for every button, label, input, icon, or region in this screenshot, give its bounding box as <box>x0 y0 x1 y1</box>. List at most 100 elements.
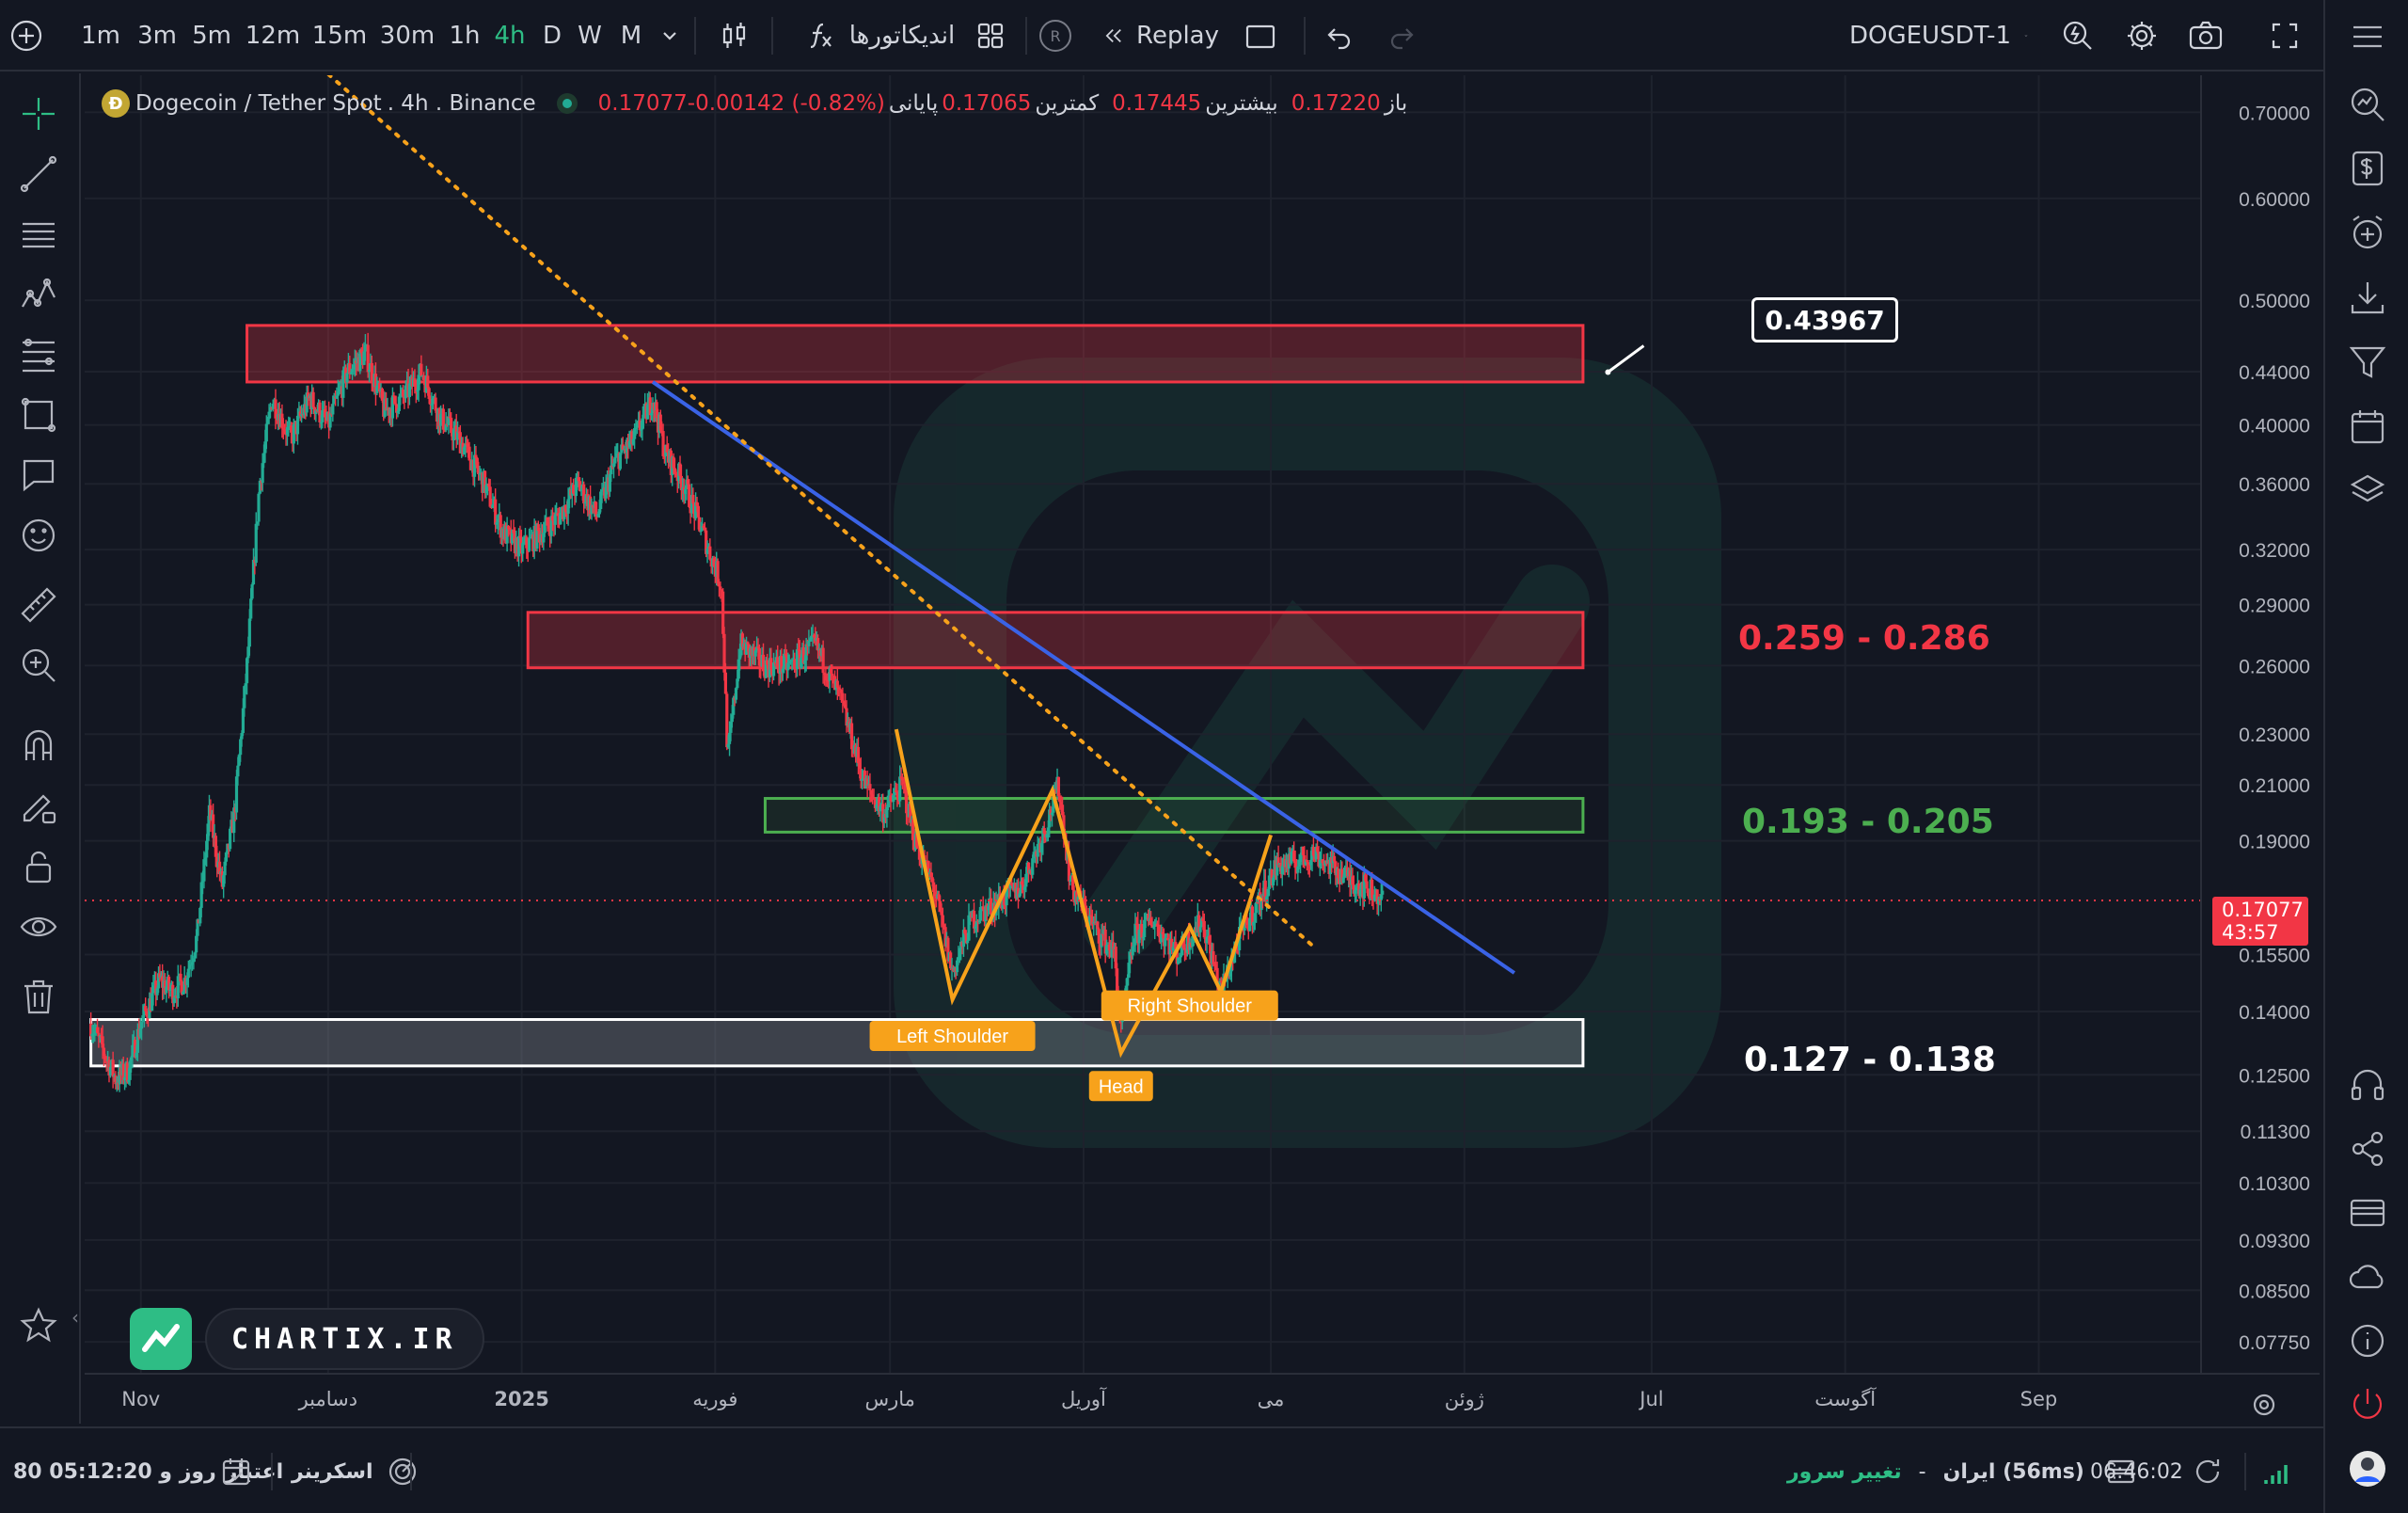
server-info: تغییر سرور - ایران (56ms) <box>1787 1428 2137 1513</box>
headset-icon <box>2351 1069 2384 1101</box>
calendar-button[interactable] <box>2344 403 2391 450</box>
candle-body <box>261 463 264 484</box>
replay-badge[interactable]: R <box>1037 0 1074 72</box>
timeframe-30m[interactable]: 30m <box>379 22 436 50</box>
screenshot-button[interactable] <box>2184 0 2227 72</box>
timeframe-1m[interactable]: 1m <box>81 22 120 50</box>
ohlc-values: 0.17077 -0.00142 (-0.82%) پایانی 0.17065… <box>598 91 1412 116</box>
lock-drawings-tool[interactable] <box>15 843 62 890</box>
logout-button[interactable] <box>2344 1381 2391 1428</box>
analysis-button[interactable] <box>2344 81 2391 128</box>
timeframe-4h[interactable]: 4h <box>494 22 526 50</box>
undo-button[interactable] <box>1321 0 1358 72</box>
candle-body <box>283 429 287 431</box>
remove-drawings-tool[interactable] <box>15 973 62 1020</box>
chart-type-button[interactable] <box>713 0 756 72</box>
candle-body <box>384 398 388 411</box>
screener-filter-button[interactable] <box>2344 339 2391 386</box>
symbol-label: DOGEUSDT-1 <box>1849 22 2012 50</box>
trendline-tool[interactable] <box>15 151 62 198</box>
candle-body <box>665 444 669 453</box>
shape-tool[interactable] <box>15 391 62 438</box>
credit-calendar-button[interactable] <box>220 1428 252 1513</box>
candle-body <box>574 477 578 497</box>
pattern-tool[interactable] <box>15 271 62 318</box>
candle-body <box>989 898 993 915</box>
rectangle-tool-button[interactable] <box>1240 0 1281 72</box>
bar-countdown: 43:57 <box>2222 921 2279 944</box>
connection-signal <box>2261 1428 2293 1513</box>
layouts-button[interactable] <box>971 0 1010 72</box>
hide-drawings-tool[interactable] <box>15 903 62 950</box>
candle-body <box>512 530 515 534</box>
ruler-tool[interactable] <box>15 581 62 629</box>
collapse-toolbar-chevron-icon[interactable]: ‹ <box>71 1306 79 1329</box>
stay-drawing-tool[interactable] <box>15 783 62 830</box>
cloud-button[interactable] <box>2344 1253 2391 1300</box>
user-avatar[interactable] <box>2344 1445 2391 1492</box>
candle-body <box>801 646 805 663</box>
timeframe-m[interactable]: M <box>620 22 642 50</box>
quick-search-button[interactable] <box>2056 0 2099 72</box>
settings-button[interactable] <box>2120 0 2163 72</box>
server-change-link[interactable]: تغییر سرور <box>1787 1459 1902 1484</box>
candle-body <box>244 683 247 687</box>
candle-body <box>158 973 162 979</box>
candle-body <box>1110 942 1114 958</box>
indicators-button[interactable]: اندیکاتورها <box>805 0 956 72</box>
candle-body <box>488 486 492 507</box>
favorites-tool[interactable] <box>15 1302 62 1349</box>
candle-body <box>1340 868 1344 884</box>
share-button[interactable] <box>2344 1125 2391 1172</box>
candle-body <box>1019 881 1022 894</box>
timeframe-15m[interactable]: 15m <box>311 22 368 50</box>
zoom-tool[interactable] <box>15 642 62 689</box>
fib-tool[interactable] <box>15 331 62 378</box>
magnet-tool[interactable] <box>15 723 62 770</box>
emoji-tool[interactable] <box>15 512 62 559</box>
symbol-selector[interactable]: DOGEUSDT-1 <box>1849 0 2028 72</box>
timeframe-dropdown[interactable] <box>657 0 683 72</box>
candle-body <box>430 404 434 406</box>
download-button[interactable] <box>2344 275 2391 322</box>
timeframe-3m[interactable]: 3m <box>137 22 177 50</box>
price-axis[interactable]: 0.70000 0.60000 0.50000 0.44000 0.40000 0.360… <box>2200 75 2320 1421</box>
candle-body <box>404 385 407 399</box>
candle-body <box>139 1022 144 1029</box>
candle-body <box>732 697 736 715</box>
legend-symbol[interactable]: Dogecoin / Tether Spot <box>135 91 382 116</box>
candle-body <box>141 1015 145 1023</box>
timeframe-d[interactable]: D <box>542 22 562 50</box>
menu-button[interactable] <box>2344 13 2391 60</box>
layers-button[interactable] <box>2344 467 2391 514</box>
time-axis[interactable]: Nov دسامبر 2025 فوریه مارس آوریل می ژوئن Jul آگوس… <box>85 1373 2320 1421</box>
replay-button[interactable]: Replay <box>1102 0 1219 72</box>
price-tick-label: 0.07750 <box>2239 1332 2310 1354</box>
candle-body <box>1354 887 1358 891</box>
legend-low-label: کمترین <box>1035 91 1100 116</box>
screener-button[interactable]: اسکرینر <box>292 1428 419 1513</box>
add-symbol-button[interactable] <box>0 0 53 72</box>
candle-body <box>900 778 905 781</box>
crosshair-tool[interactable] <box>15 90 62 137</box>
timeframe-1h[interactable]: 1h <box>449 22 481 50</box>
annotation-tool[interactable] <box>15 452 62 499</box>
axis-settings-button[interactable] <box>2250 1391 2282 1423</box>
timeframe-w[interactable]: W <box>578 22 602 50</box>
redo-button[interactable] <box>1383 0 1420 72</box>
subscription-button[interactable] <box>2344 1189 2391 1236</box>
info-button[interactable] <box>2344 1317 2391 1364</box>
horizontal-lines-tool[interactable] <box>15 211 62 258</box>
candle-body <box>1031 858 1035 875</box>
timeframe-5m[interactable]: 5m <box>192 22 231 50</box>
alerts-button[interactable] <box>2344 209 2391 256</box>
trading-button[interactable] <box>2344 145 2391 192</box>
fullscreen-button[interactable] <box>2263 0 2306 72</box>
candle-body <box>786 662 790 671</box>
candle-body <box>375 385 379 393</box>
refresh-button[interactable] <box>2192 1428 2224 1513</box>
support-button[interactable] <box>2344 1061 2391 1108</box>
timeframe-12m[interactable]: 12m <box>245 22 301 50</box>
price-callout[interactable]: 0.43967 <box>1751 297 1898 342</box>
